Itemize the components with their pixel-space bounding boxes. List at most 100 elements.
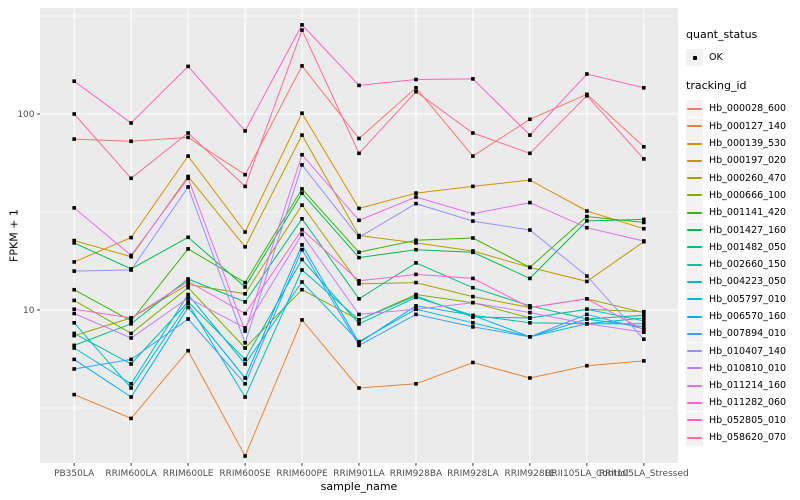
legend-key (686, 342, 703, 360)
legend-item-Hb_000127_140: Hb_000127_140 (686, 117, 800, 135)
data-point-marker (471, 250, 475, 255)
data-point-marker (414, 312, 418, 317)
data-point-marker (585, 307, 589, 311)
legend-key (686, 325, 703, 343)
data-point-marker (528, 376, 532, 380)
data-point-marker (528, 310, 532, 315)
data-point-marker (243, 129, 247, 133)
data-point-marker (186, 279, 190, 284)
data-point-marker (72, 367, 76, 371)
data-point-marker (300, 133, 304, 137)
data-point-marker (300, 257, 304, 262)
legend-key (686, 256, 703, 274)
data-point-marker (357, 83, 361, 88)
legend-item-ok: OK (686, 49, 800, 67)
data-point-marker (129, 253, 133, 258)
data-point-marker (186, 247, 190, 251)
data-point-marker (471, 294, 475, 299)
data-point-marker (414, 77, 418, 82)
legend-item-Hb_000666_100: Hb_000666_100 (686, 186, 800, 204)
legend-key (686, 238, 703, 256)
data-point-marker (414, 307, 418, 311)
data-point-marker (642, 226, 646, 231)
data-point-marker (471, 184, 475, 189)
data-point-marker (300, 163, 304, 167)
data-point-marker (129, 268, 133, 272)
legend-key (686, 100, 703, 118)
data-point-marker (357, 279, 361, 283)
legend-line-swatch (687, 229, 702, 232)
data-point-marker (357, 341, 361, 345)
data-point-marker (186, 296, 190, 300)
x-tick-label: RRII105LA_Control (545, 469, 628, 479)
data-point-marker (357, 282, 361, 286)
data-point-marker (243, 245, 247, 249)
legend-line-swatch (687, 142, 702, 145)
legend-title-quant-status: quant_status (686, 28, 758, 41)
legend-key (686, 273, 703, 291)
data-point-marker (528, 228, 532, 232)
legend-key-ok (686, 49, 703, 67)
data-point-marker (186, 135, 190, 140)
legend-label: Hb_000127_140 (709, 120, 787, 132)
data-point-marker (642, 322, 646, 326)
data-point-marker (72, 269, 76, 273)
legend-line-swatch (687, 107, 702, 110)
data-point-marker (129, 139, 133, 144)
data-point-marker (642, 220, 646, 225)
data-point-marker (72, 112, 76, 116)
legend-item-Hb_001141_420: Hb_001141_420 (686, 204, 800, 222)
legend-item-Hb_006570_160: Hb_006570_160 (686, 308, 800, 325)
data-point-marker (471, 77, 475, 81)
data-point-marker (300, 64, 304, 68)
data-point-marker (186, 185, 190, 189)
y-tick-label: 10 (23, 306, 35, 316)
legend-item-Hb_004223_050: Hb_004223_050 (686, 273, 800, 291)
data-point-marker (528, 321, 532, 325)
data-point-marker (528, 133, 532, 137)
point-marker-icon (692, 55, 697, 60)
data-point-marker (528, 151, 532, 156)
data-point-marker (186, 348, 190, 353)
legend-label: Hb_011214_160 (709, 380, 787, 392)
legend-group-quant-status: quant_status OK (686, 28, 800, 67)
legend-label-ok: OK (709, 52, 723, 64)
data-point-marker (357, 318, 361, 322)
legend-line-swatch (687, 263, 702, 266)
legend-label: Hb_001427_160 (709, 224, 787, 236)
data-point-marker (471, 360, 475, 365)
legend-label: Hb_052805_010 (709, 414, 787, 426)
legend-label: Hb_007894_010 (709, 328, 787, 340)
data-point-marker (585, 274, 589, 278)
data-point-marker (357, 250, 361, 255)
data-points (72, 23, 646, 458)
data-point-marker (129, 316, 133, 320)
data-point-marker (300, 191, 304, 195)
legend-line-swatch (687, 384, 702, 387)
data-point-marker (642, 313, 646, 318)
legend-line-swatch (687, 280, 702, 283)
data-point-marker (72, 260, 76, 264)
x-tick-label: RRIM901LA (333, 469, 385, 479)
legend-item-Hb_000197_020: Hb_000197_020 (686, 152, 800, 170)
data-point-marker (585, 214, 589, 219)
data-point-marker (414, 195, 418, 199)
legend-item-Hb_002660_150: Hb_002660_150 (686, 256, 800, 274)
data-point-marker (186, 176, 190, 181)
x-tick-label: RRIM600PE (276, 469, 328, 479)
data-point-marker (243, 329, 247, 333)
data-point-marker (471, 300, 475, 305)
data-point-marker (642, 86, 646, 90)
legend-line-swatch (687, 367, 702, 370)
data-point-marker (243, 172, 247, 177)
data-point-marker (129, 121, 133, 125)
data-point-marker (357, 312, 361, 317)
data-point-marker (357, 386, 361, 390)
data-point-marker (72, 311, 76, 316)
legend-item-Hb_058620_070: Hb_058620_070 (686, 429, 800, 447)
y-axis-title: FPKM + 1 (7, 209, 21, 262)
legend-item-Hb_000028_600: Hb_000028_600 (686, 100, 800, 118)
data-point-marker (243, 280, 247, 285)
data-point-marker (243, 395, 247, 399)
data-point-marker (414, 261, 418, 265)
